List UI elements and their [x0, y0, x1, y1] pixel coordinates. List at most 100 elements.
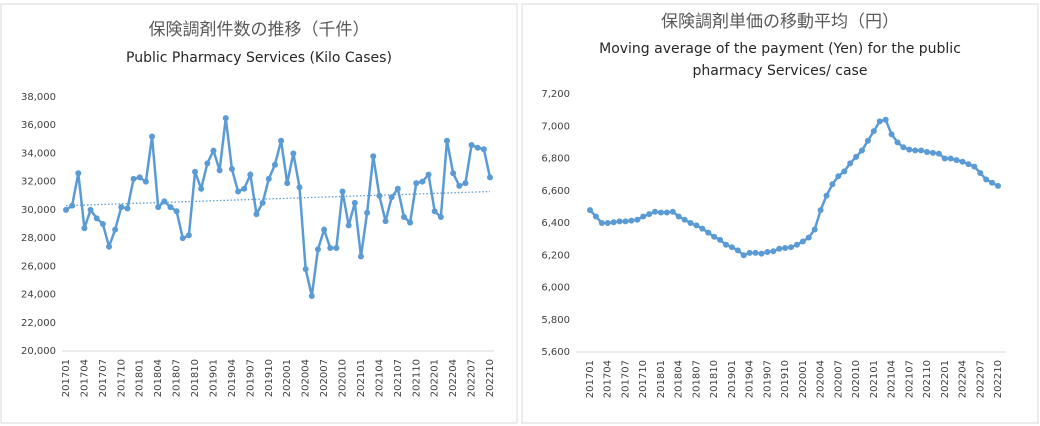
- x-tick-label: 202110: [922, 360, 933, 398]
- x-tick-label: 202101: [869, 360, 880, 398]
- x-tick-label: 202210: [485, 359, 496, 397]
- y-tick-label: 6,000: [541, 283, 570, 294]
- x-tick-label: 202007: [833, 360, 844, 398]
- data-point: [259, 199, 266, 206]
- x-tick-label: 202204: [958, 360, 969, 398]
- y-tick-label: 34,000: [21, 148, 56, 159]
- data-point: [487, 174, 493, 181]
- data-point: [906, 146, 913, 153]
- data-point: [216, 167, 223, 174]
- data-point: [953, 157, 960, 164]
- data-point: [204, 160, 211, 167]
- data-point: [740, 252, 747, 259]
- data-point: [130, 175, 137, 182]
- x-tick-label: 201901: [208, 359, 219, 397]
- data-point: [327, 244, 334, 251]
- data-point: [106, 243, 113, 250]
- data-point: [388, 194, 395, 201]
- data-point: [413, 180, 420, 187]
- x-tick-label: 201907: [245, 359, 256, 397]
- data-point: [241, 185, 248, 192]
- x-tick-label: 201704: [79, 359, 90, 397]
- data-point: [657, 209, 664, 216]
- y-tick-label: 38,000: [21, 92, 56, 103]
- data-point: [468, 141, 475, 148]
- data-point: [829, 181, 836, 188]
- data-point: [192, 168, 199, 175]
- panel: [521, 3, 1039, 424]
- data-point: [935, 150, 942, 157]
- data-point: [924, 149, 931, 156]
- data-point: [161, 198, 168, 205]
- data-point: [394, 185, 401, 192]
- x-tick-label: 202004: [816, 360, 827, 398]
- data-point: [723, 241, 729, 248]
- data-point: [989, 179, 996, 186]
- data-point: [764, 249, 771, 256]
- data-point: [443, 137, 450, 144]
- chart-subtitle: pharmacy Services/ case: [693, 63, 868, 79]
- x-tick-label: 202010: [851, 360, 862, 398]
- data-point: [425, 171, 432, 178]
- data-point: [228, 165, 235, 172]
- data-point: [687, 220, 694, 226]
- data-point: [717, 236, 724, 243]
- data-point: [587, 207, 593, 214]
- chart-title: 保険調剤単価の移動平均（円）: [661, 12, 899, 32]
- data-point: [142, 178, 149, 185]
- data-point: [136, 174, 143, 181]
- x-tick-label: 201904: [227, 359, 238, 397]
- data-point: [705, 229, 712, 236]
- data-point: [634, 216, 641, 223]
- x-tick-label: 201801: [656, 360, 667, 398]
- data-point: [314, 246, 321, 253]
- data-point: [302, 266, 309, 273]
- data-point: [811, 226, 818, 233]
- chart-subtitle: Moving average of the payment (Yen) for …: [599, 41, 961, 57]
- data-point: [235, 188, 242, 195]
- x-tick-label: 201701: [585, 360, 596, 398]
- y-tick-label: 6,400: [541, 218, 570, 229]
- x-tick-label: 201707: [98, 359, 109, 397]
- data-point: [382, 218, 389, 225]
- y-tick-label: 28,000: [21, 233, 56, 244]
- x-tick-label: 201807: [691, 360, 702, 398]
- chart-title: 保険調剤件数の推移（千件）: [149, 20, 370, 40]
- data-point: [728, 244, 735, 251]
- y-tick-label: 7,000: [541, 121, 570, 132]
- data-point: [947, 155, 954, 162]
- data-point: [870, 128, 877, 135]
- data-point: [805, 234, 812, 241]
- data-point: [198, 185, 205, 192]
- data-point: [693, 222, 700, 229]
- data-point: [912, 147, 919, 154]
- data-point: [864, 137, 871, 144]
- x-tick-label: 202210: [993, 360, 1004, 398]
- data-point: [364, 209, 371, 216]
- data-point: [995, 182, 1001, 189]
- data-point: [69, 202, 76, 209]
- chart-subtitle: Public Pharmacy Services (Kilo Cases): [126, 50, 392, 66]
- x-tick-label: 202104: [374, 359, 385, 397]
- data-point: [376, 192, 383, 199]
- data-point: [450, 170, 457, 177]
- data-point: [622, 218, 629, 225]
- data-point: [894, 139, 901, 146]
- data-point: [646, 211, 653, 218]
- x-tick-label: 201701: [61, 359, 72, 397]
- data-point: [610, 219, 617, 226]
- data-point: [357, 253, 364, 260]
- x-tick-label: 202207: [467, 359, 478, 397]
- data-point: [210, 147, 217, 154]
- x-tick-label: 202001: [282, 359, 293, 397]
- data-point: [185, 232, 192, 239]
- data-point: [321, 226, 328, 233]
- data-point: [308, 292, 315, 299]
- data-point: [734, 247, 741, 254]
- data-point: [859, 147, 865, 154]
- y-tick-label: 22,000: [21, 318, 56, 329]
- data-point: [149, 133, 156, 140]
- y-tick-label: 20,000: [21, 346, 56, 357]
- data-point: [847, 160, 854, 167]
- data-point: [179, 235, 186, 242]
